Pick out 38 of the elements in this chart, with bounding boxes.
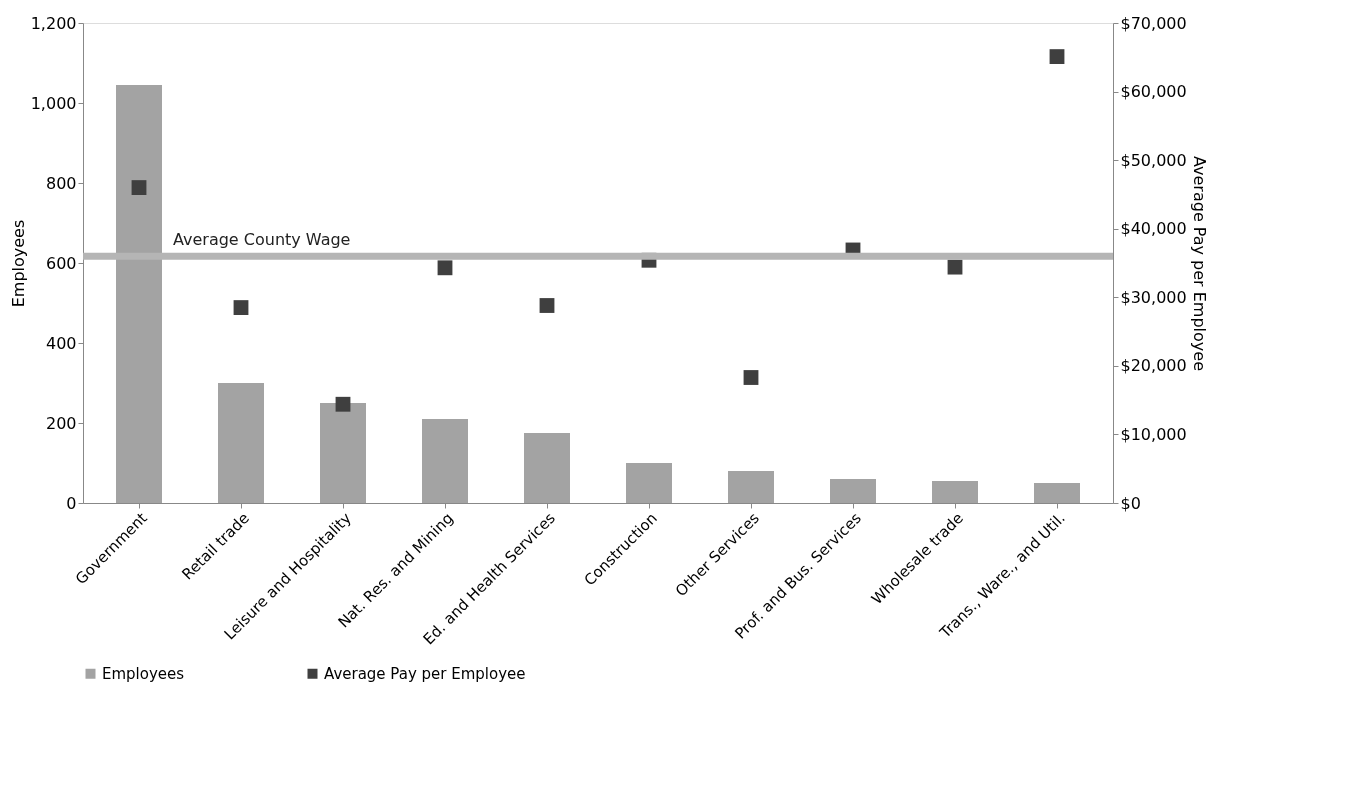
y-tick-label: 600 (45, 253, 77, 273)
y2-tick-label: $60,000 (1120, 82, 1187, 102)
point (437, 260, 453, 276)
y2-tick-label: $50,000 (1120, 150, 1187, 170)
ref-line-label: Average County Wage (173, 230, 351, 250)
y-axis-title: Employees (8, 219, 28, 308)
point (539, 298, 555, 313)
y2-axis-title: Average Pay per Employee (1189, 156, 1209, 371)
y-tick-label: 400 (45, 333, 77, 353)
y2-tick-label: $20,000 (1120, 356, 1187, 376)
point (1049, 49, 1065, 65)
point (335, 396, 351, 412)
y-tick-label: 1,200 (30, 13, 77, 33)
legend-label: Employees (102, 664, 185, 683)
bar (524, 433, 570, 503)
bar (728, 471, 774, 503)
bar (422, 419, 468, 503)
y2-tick-label: $10,000 (1120, 424, 1187, 444)
bar (626, 463, 672, 503)
y2-tick-label: $70,000 (1120, 13, 1187, 33)
y-tick-label: 800 (45, 173, 77, 193)
y-tick-label: 1,000 (30, 93, 77, 113)
y2-tick-label: $40,000 (1120, 219, 1187, 239)
y-tick-label: 200 (45, 413, 77, 433)
point (947, 259, 963, 275)
bar (116, 85, 162, 503)
y-tick-label: 0 (66, 493, 77, 513)
y2-tick-label: $0 (1120, 493, 1141, 513)
point (131, 180, 147, 195)
bar (218, 383, 264, 503)
point (233, 300, 249, 315)
bar (320, 403, 366, 503)
y2-tick-label: $30,000 (1120, 287, 1187, 307)
bar (932, 481, 978, 503)
bar (1034, 483, 1080, 503)
bar (830, 479, 876, 503)
legend-label: Average Pay per Employee (324, 664, 526, 683)
point (743, 370, 759, 385)
